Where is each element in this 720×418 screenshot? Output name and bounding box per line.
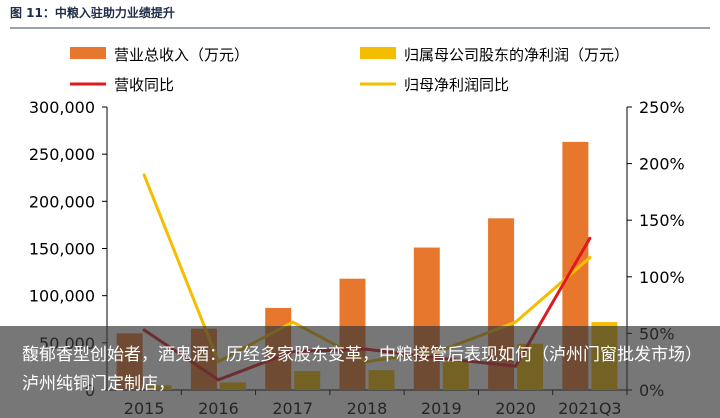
revenue-yoy-point-2021Q3 (588, 236, 592, 240)
legend-label-0: 营业总收入（万元） (114, 46, 249, 64)
y-right-tick-label: 200% (639, 155, 685, 174)
caption-text: 馥郁香型创始者，酒鬼酒：历经多家股东变革，中粮接管后表现如何（泸州门窗批发市场）… (22, 345, 702, 394)
profit-yoy-point-2017 (291, 320, 295, 324)
legend-swatch-1 (360, 47, 396, 59)
profit-yoy-point-2021Q3 (588, 256, 592, 260)
y-right-tick-label: 250% (639, 98, 685, 117)
y-left-tick-label: 150,000 (29, 240, 95, 259)
title-divider (10, 27, 710, 29)
y-left-tick-label: 100,000 (29, 287, 95, 306)
y-left-tick-label: 300,000 (29, 98, 95, 117)
legend-label-2: 营收同比 (114, 76, 174, 94)
caption-overlay (0, 326, 720, 418)
y-right-tick-label: 150% (639, 211, 685, 230)
y-left-tick-label: 250,000 (29, 145, 95, 164)
legend-swatch-0 (70, 47, 106, 59)
y-right-tick-label: 100% (639, 268, 685, 287)
y-left-tick-label: 200,000 (29, 192, 95, 211)
legend-label-3: 归母净利润同比 (404, 76, 509, 94)
profit-yoy-point-2020 (514, 320, 518, 324)
legend-label-1: 归属母公司股东的净利润（万元） (404, 46, 629, 64)
chart-legend: 营业总收入（万元） 归属母公司股东的净利润（万元） 营收同比 归母净利润同比 (70, 46, 629, 94)
profit-yoy-point-2015 (142, 173, 146, 177)
figure-title: 图 11：中粮入驻助力业绩提升 (10, 6, 175, 20)
